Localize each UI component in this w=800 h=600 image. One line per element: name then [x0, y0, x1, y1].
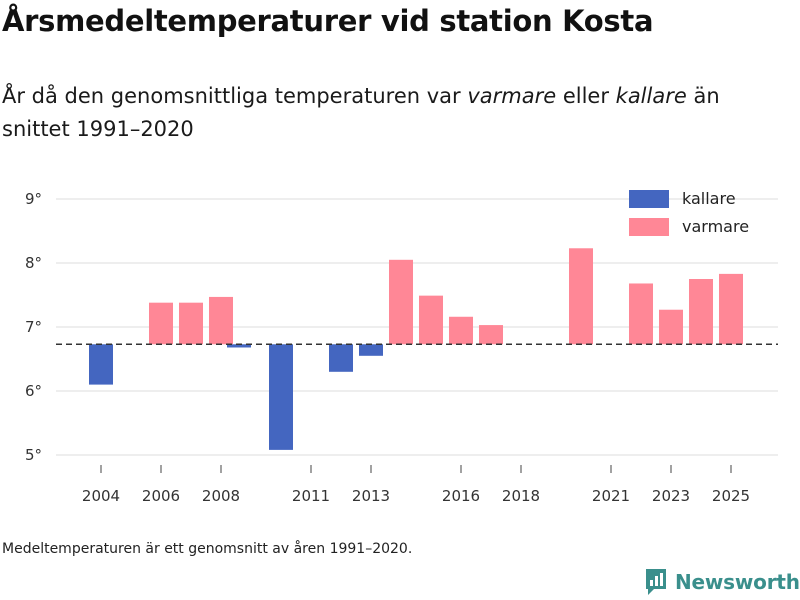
bar-warmer-2017 [479, 325, 503, 345]
x-tick-label: 2016 [442, 487, 480, 505]
x-tick-label: 2023 [652, 487, 690, 505]
y-tick-label: 5° [25, 446, 42, 464]
legend-swatch-colder [629, 190, 669, 208]
x-tick-label: 2004 [82, 487, 120, 505]
bar-warmer-2006 [149, 302, 173, 345]
x-axis: 2004 2006 2008 2011 2013 2016 2018 2021 2023 2025 [82, 465, 750, 505]
subtitle-warmer-word: varmare [467, 84, 557, 108]
y-axis-ticks: 5° 6° 7° 8° 9° [25, 190, 42, 464]
brand-logo: Newsworthy [644, 566, 800, 598]
y-tick-label: 7° [25, 318, 42, 336]
subtitle-text-3: än snittet 1991–2020 [2, 84, 720, 141]
y-tick-label: 8° [25, 254, 42, 272]
newsworthy-logo-icon [646, 569, 666, 595]
bars [89, 248, 743, 450]
bar-colder-2004 [89, 344, 113, 385]
subtitle-text-1: År då den genomsnittliga temperaturen va… [2, 84, 468, 108]
bar-warmer-2022 [629, 283, 653, 345]
bar-warmer-2024 [689, 279, 713, 345]
bar-warmer-2008 [209, 296, 233, 345]
chart-subtitle: År då den genomsnittliga temperaturen va… [2, 80, 792, 146]
bar-warmer-2015 [419, 295, 443, 345]
x-tick-label: 2006 [142, 487, 180, 505]
bar-colder-2010 [269, 344, 293, 450]
bar-warmer-2007 [179, 302, 203, 345]
legend-label-warmer: varmare [682, 217, 749, 236]
legend-swatch-warmer [629, 218, 669, 236]
y-tick-label: 9° [25, 190, 42, 208]
subtitle-text-2: eller [556, 84, 616, 108]
x-tick-label: 2018 [502, 487, 540, 505]
x-tick-label: 2008 [202, 487, 240, 505]
x-tick-label: 2013 [352, 487, 390, 505]
bar-warmer-2016 [449, 316, 473, 345]
bar-chart: 5°6°7°8°9° 2004 2006 2008 2011 2013 2016 2018 2… [25, 189, 778, 505]
bar-warmer-2020 [569, 248, 593, 345]
brand-name: Newsworthy [675, 570, 800, 594]
bar-warmer-2023 [659, 309, 683, 345]
legend: kallare varmare [629, 189, 749, 236]
bar-colder-2012 [329, 344, 353, 372]
y-tick-label: 6° [25, 382, 42, 400]
x-tick-label: 2025 [712, 487, 750, 505]
chart-title: Årsmedeltemperaturer vid station Kosta [2, 4, 654, 38]
x-tick-label: 2011 [292, 487, 330, 505]
bar-warmer-2014 [389, 259, 413, 345]
bar-colder-2008.6 [227, 344, 251, 348]
legend-label-colder: kallare [682, 189, 736, 208]
subtitle-colder-word: kallare [615, 84, 687, 108]
footnote: Medeltemperaturen är ett genomsnitt av å… [2, 541, 413, 557]
bar-warmer-2025 [719, 273, 743, 345]
bar-colder-2013 [359, 344, 383, 356]
x-tick-label: 2021 [592, 487, 630, 505]
